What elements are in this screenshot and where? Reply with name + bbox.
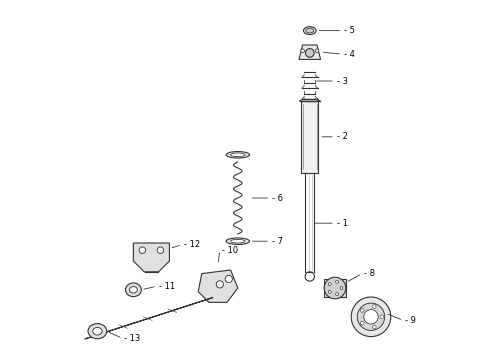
Ellipse shape — [226, 152, 249, 158]
Circle shape — [336, 293, 339, 296]
Polygon shape — [299, 45, 320, 59]
Text: - 13: - 13 — [124, 334, 141, 343]
Circle shape — [328, 283, 331, 285]
Circle shape — [139, 247, 146, 253]
Text: - 8: - 8 — [364, 269, 375, 278]
Circle shape — [361, 321, 364, 325]
Circle shape — [216, 281, 223, 288]
Circle shape — [305, 49, 314, 57]
Circle shape — [380, 315, 384, 319]
Text: - 11: - 11 — [159, 282, 175, 291]
Circle shape — [301, 49, 304, 53]
Circle shape — [225, 275, 232, 283]
Ellipse shape — [226, 238, 249, 244]
Circle shape — [340, 287, 343, 289]
Text: - 4: - 4 — [344, 50, 355, 59]
Polygon shape — [85, 298, 213, 339]
Text: - 1: - 1 — [337, 219, 348, 228]
Circle shape — [361, 309, 364, 312]
Circle shape — [324, 277, 346, 299]
Ellipse shape — [231, 239, 245, 243]
Bar — [324, 279, 346, 297]
Text: - 10: - 10 — [221, 246, 238, 255]
Circle shape — [315, 49, 319, 53]
Circle shape — [328, 291, 331, 293]
Circle shape — [357, 303, 385, 330]
Text: - 12: - 12 — [184, 240, 200, 249]
Ellipse shape — [129, 287, 137, 293]
Bar — [301, 101, 319, 173]
Polygon shape — [133, 243, 170, 272]
Text: - 5: - 5 — [344, 26, 355, 35]
Text: - 3: - 3 — [337, 77, 348, 86]
Ellipse shape — [231, 153, 245, 157]
Text: - 7: - 7 — [272, 237, 283, 246]
Text: - 6: - 6 — [272, 194, 283, 202]
Circle shape — [157, 247, 164, 253]
Polygon shape — [198, 270, 238, 302]
Text: - 9: - 9 — [405, 316, 416, 325]
Circle shape — [372, 325, 376, 329]
Text: - 2: - 2 — [337, 132, 348, 141]
Circle shape — [336, 280, 339, 283]
Circle shape — [364, 310, 378, 324]
Circle shape — [351, 297, 391, 337]
Ellipse shape — [306, 28, 314, 33]
Ellipse shape — [125, 283, 141, 297]
Ellipse shape — [88, 324, 107, 339]
Ellipse shape — [93, 328, 102, 335]
Circle shape — [372, 305, 376, 308]
Ellipse shape — [303, 27, 316, 35]
